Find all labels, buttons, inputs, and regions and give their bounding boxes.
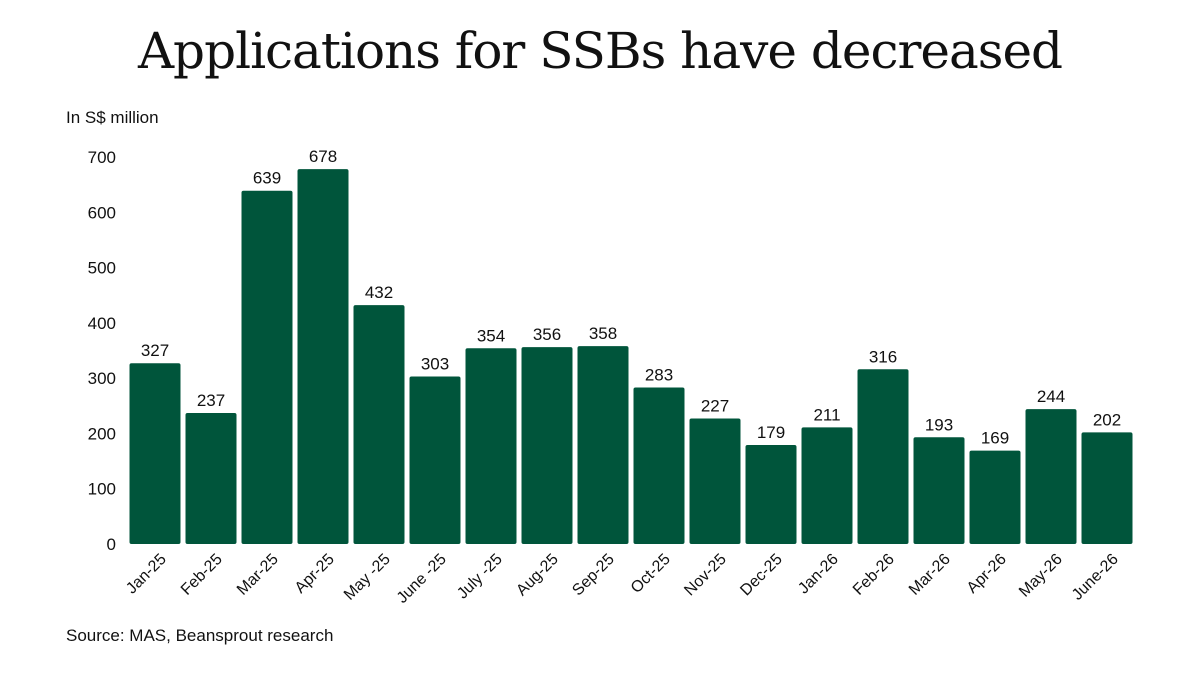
x-tick-label: Aug-25: [513, 551, 562, 600]
y-tick-label: 500: [88, 259, 116, 278]
y-tick-label: 0: [107, 535, 116, 554]
bar-value-label: 316: [869, 347, 897, 366]
x-tick-label: July -25: [454, 551, 506, 603]
bar-value-label: 244: [1037, 387, 1065, 406]
bar-value-label: 179: [757, 423, 785, 442]
bar-value-label: 356: [533, 325, 561, 344]
x-tick-label: Jan-25: [123, 551, 170, 598]
bar: [241, 190, 293, 544]
y-tick-label: 600: [88, 203, 116, 222]
x-tick-label: Mar-26: [906, 551, 954, 599]
bar-value-label: 303: [421, 354, 449, 373]
bar: [969, 450, 1021, 544]
bar-value-label: 678: [309, 147, 337, 166]
x-tick-label: Feb-25: [178, 551, 226, 599]
bar: [913, 437, 965, 544]
bar: [353, 305, 405, 544]
y-tick-label: 300: [88, 369, 116, 388]
bar: [633, 387, 685, 544]
bar: [409, 376, 461, 544]
x-tick-label: Sep-25: [569, 551, 618, 600]
y-axis-unit-label: In S$ million: [66, 108, 159, 127]
bar-value-label: 237: [197, 391, 225, 410]
bar: [801, 427, 853, 544]
bar: [689, 418, 741, 544]
y-tick-label: 400: [88, 314, 116, 333]
x-tick-label: Apr-25: [292, 551, 338, 597]
bar-value-label: 202: [1093, 410, 1121, 429]
x-tick-label: Nov-25: [681, 551, 730, 600]
x-tick-label: May-26: [1016, 551, 1066, 601]
bar-value-label: 193: [925, 415, 953, 434]
bar-value-label: 327: [141, 341, 169, 360]
x-tick-label: June -25: [394, 551, 450, 607]
chart-title: Applications for SSBs have decreased: [137, 22, 1063, 80]
bar: [745, 445, 797, 544]
bar: [577, 346, 629, 544]
bar: [857, 369, 909, 544]
bar-value-label: 639: [253, 169, 281, 188]
bar-value-label: 358: [589, 324, 617, 343]
bar-value-label: 432: [365, 283, 393, 302]
bar-value-label: 283: [645, 366, 673, 385]
y-tick-label: 200: [88, 424, 116, 443]
x-tick-label: Mar-25: [234, 551, 282, 599]
bar: [465, 348, 517, 544]
y-tick-label: 700: [88, 148, 116, 167]
bar-value-label: 227: [701, 397, 729, 416]
bar: [129, 363, 181, 544]
x-tick-label: May -25: [341, 551, 394, 604]
x-tick-label: Oct-25: [628, 551, 674, 597]
x-tick-label: June-26: [1069, 551, 1122, 604]
x-tick-label: Dec-25: [737, 551, 786, 600]
bar-value-label: 169: [981, 429, 1009, 448]
bar: [297, 169, 349, 545]
x-tick-label: Jan-26: [795, 551, 842, 598]
x-tick-label: Feb-26: [850, 551, 898, 599]
y-tick-label: 100: [88, 480, 116, 499]
x-tick-label: Apr-26: [964, 551, 1010, 597]
bar: [1081, 432, 1133, 544]
bar: [1025, 409, 1077, 544]
bar-value-label: 211: [813, 405, 840, 424]
bar: [521, 347, 573, 544]
source-note: Source: MAS, Beansprout research: [66, 626, 334, 645]
bar-value-label: 354: [477, 326, 505, 345]
bar: [185, 412, 237, 544]
